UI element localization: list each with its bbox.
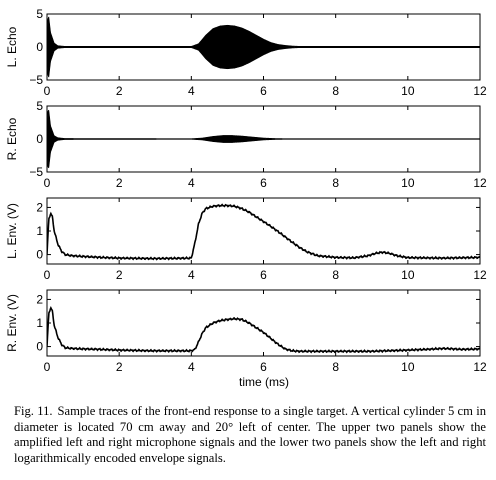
x-tick-label: 6 [260, 176, 267, 190]
x-tick-label: 2 [116, 360, 123, 374]
y-tick-label: 5 [36, 7, 43, 21]
axes-frame [46, 197, 481, 265]
x-tick-label: 0 [44, 360, 51, 374]
y-tick-label: −5 [29, 73, 43, 87]
x-tick-label: 6 [260, 268, 267, 282]
y-tick-label: 2 [36, 200, 43, 214]
x-tick-label: 8 [332, 84, 339, 98]
y-tick-label: 0 [36, 340, 43, 354]
x-tick-label: 0 [44, 176, 51, 190]
y-tick-label: 5 [36, 99, 43, 113]
caption-label: Fig. 11. [14, 404, 53, 418]
x-tick-label: 10 [401, 268, 415, 282]
y-tick-label: 0 [36, 132, 43, 146]
x-tick-label: 12 [473, 176, 487, 190]
x-tick-label: 8 [332, 268, 339, 282]
envelope-trace [47, 306, 480, 354]
envelope-trace [47, 203, 480, 261]
x-tick-label: 10 [401, 84, 415, 98]
x-tick-label: 6 [260, 360, 267, 374]
x-axis-label: time (ms) [239, 375, 289, 389]
x-tick-label: 4 [188, 176, 195, 190]
x-tick-label: 2 [116, 268, 123, 282]
x-tick-label: 8 [332, 176, 339, 190]
axes-frame [46, 289, 481, 357]
x-tick-label: 12 [473, 360, 487, 374]
y-tick-label: 2 [36, 292, 43, 306]
x-tick-label: 10 [401, 176, 415, 190]
y-tick-label: 1 [36, 316, 43, 330]
y-axis-label: R. Env. (V) [5, 294, 19, 352]
caption-text: Sample traces of the front-end response … [14, 404, 487, 465]
y-tick-label: 0 [36, 248, 43, 262]
figure-caption: Fig. 11. Sample traces of the front-end r… [14, 404, 486, 466]
x-tick-label: 4 [188, 268, 195, 282]
x-tick-label: 4 [188, 84, 195, 98]
y-axis-label: L. Env. (V) [5, 203, 19, 259]
y-tick-label: 0 [36, 40, 43, 54]
x-tick-label: 12 [473, 268, 487, 282]
y-tick-label: 1 [36, 224, 43, 238]
y-tick-label: −5 [29, 165, 43, 179]
x-tick-label: 0 [44, 84, 51, 98]
x-tick-label: 2 [116, 84, 123, 98]
y-axis-label: L. Echo [5, 26, 19, 67]
y-axis-label: R. Echo [5, 117, 19, 160]
x-tick-label: 12 [473, 84, 487, 98]
x-tick-label: 8 [332, 360, 339, 374]
x-tick-label: 0 [44, 268, 51, 282]
x-tick-label: 6 [260, 84, 267, 98]
x-tick-label: 4 [188, 360, 195, 374]
x-tick-label: 2 [116, 176, 123, 190]
x-tick-label: 10 [401, 360, 415, 374]
